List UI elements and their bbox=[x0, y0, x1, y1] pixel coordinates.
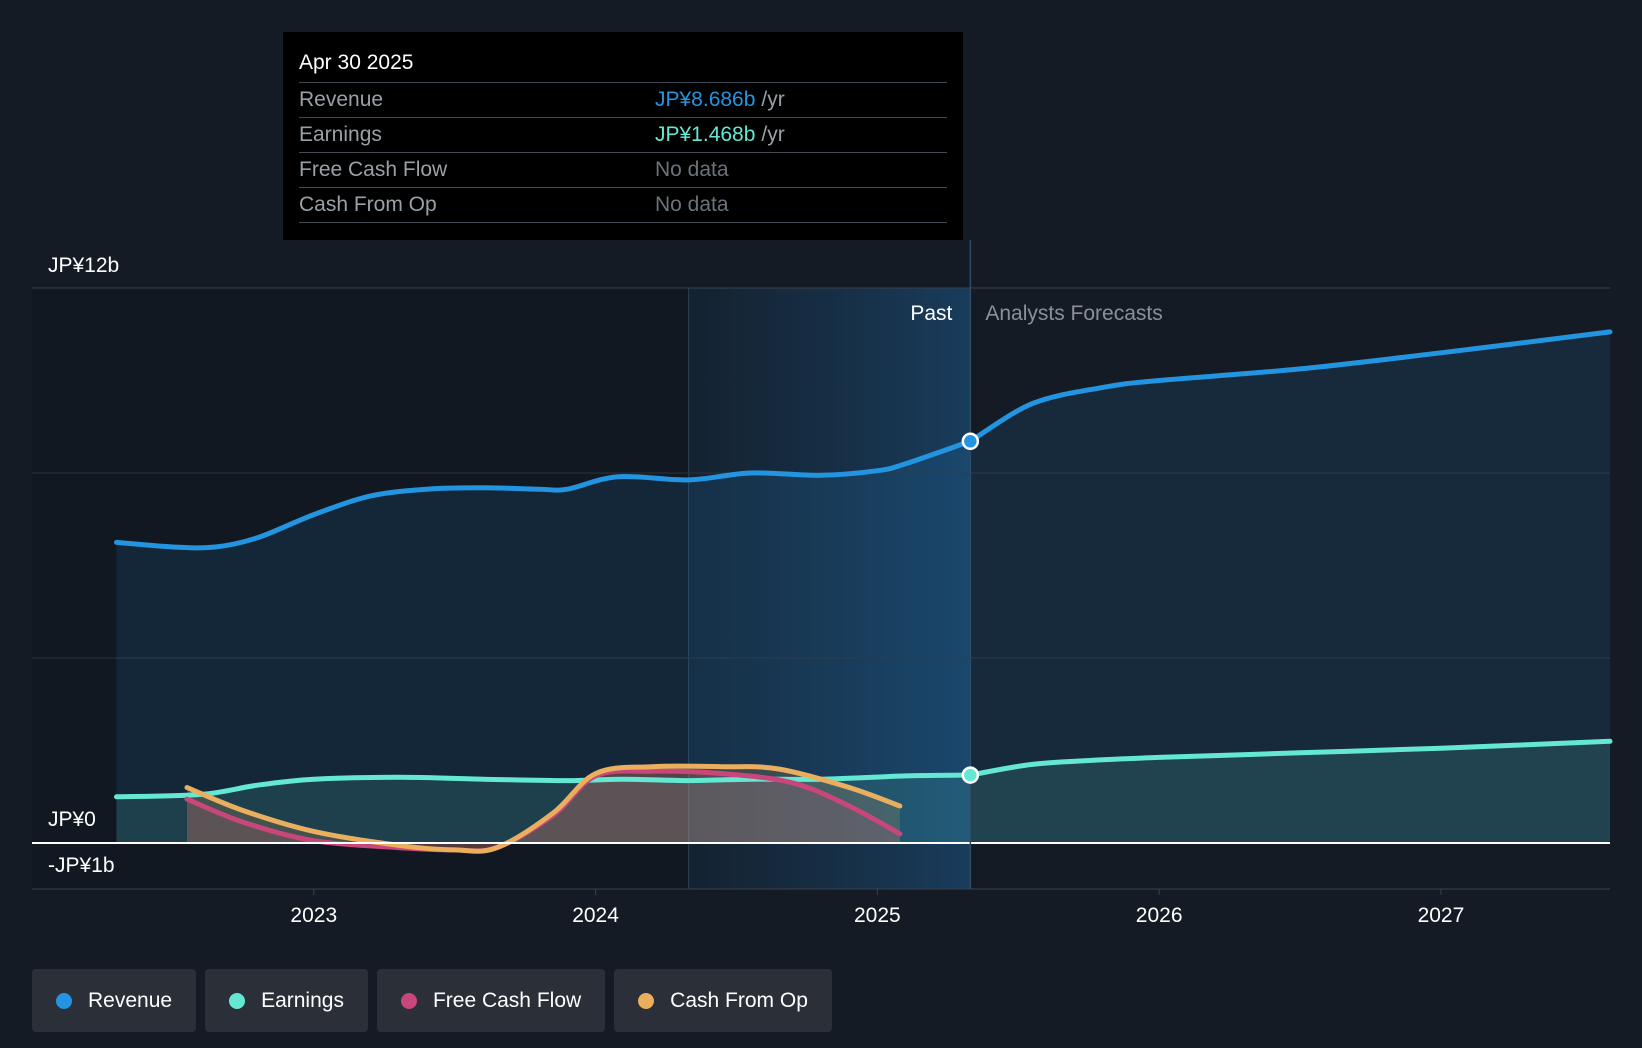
legend-label: Free Cash Flow bbox=[432, 988, 582, 1012]
revenue-forecast-line bbox=[967, 329, 1613, 444]
free-cash-flow-area bbox=[187, 770, 900, 851]
x-tick-label: 2027 bbox=[1418, 904, 1465, 927]
series-areas bbox=[116, 331, 1610, 852]
tooltip-date: Apr 30 2025 bbox=[299, 46, 947, 83]
tooltip-row-revenue: Revenue JP¥8.686b/yr bbox=[299, 83, 947, 118]
legend-label: Earnings bbox=[261, 988, 344, 1012]
cash-from-op-area bbox=[187, 766, 900, 852]
tooltip-highlight-band bbox=[688, 288, 971, 889]
earnings-forecast-line bbox=[967, 738, 1613, 778]
legend: Revenue Earnings Free Cash Flow Cash Fro… bbox=[32, 969, 841, 1032]
tooltip-row-cash-from-op: Cash From Op No data bbox=[299, 188, 947, 223]
revenue-area bbox=[116, 441, 971, 843]
tooltip-revenue-value: JP¥8.686b bbox=[655, 88, 756, 111]
legend-label: Cash From Op bbox=[670, 988, 808, 1012]
x-tick-label: 2024 bbox=[572, 904, 619, 927]
revenue-highlight-point bbox=[961, 432, 980, 451]
free-cash-flow-dot-icon bbox=[400, 992, 417, 1009]
revenue-dot-icon bbox=[56, 992, 72, 1009]
highlight-points bbox=[961, 432, 980, 784]
legend-item-cash-from-op[interactable]: Cash From Op bbox=[614, 969, 832, 1032]
y-axis-bottom-label: -JP¥1b bbox=[48, 854, 115, 877]
tooltip-row-name: Revenue bbox=[299, 88, 384, 111]
tooltip-row-name: Earnings bbox=[299, 123, 382, 146]
x-tick-label: 2023 bbox=[290, 904, 337, 927]
past-label: Past bbox=[910, 302, 952, 325]
tooltip-earnings-value: JP¥1.468b bbox=[655, 123, 756, 146]
tooltip: Apr 30 2025 Revenue JP¥8.686b/yr Earning… bbox=[283, 32, 963, 240]
earnings-area bbox=[116, 775, 971, 843]
tooltip-row-earnings: Earnings JP¥1.468b/yr bbox=[299, 118, 947, 153]
legend-item-revenue[interactable]: Revenue bbox=[32, 969, 197, 1032]
tooltip-row-name: Free Cash Flow bbox=[299, 158, 448, 181]
x-tick-label: 2026 bbox=[1136, 904, 1183, 927]
y-axis-zero-label: JP¥0 bbox=[48, 808, 96, 831]
cash-from-op-dot-icon bbox=[638, 992, 655, 1009]
tooltip-row-free-cash-flow: Free Cash Flow No data bbox=[299, 153, 947, 188]
tooltip-free-cash-flow-value: No data bbox=[655, 158, 729, 181]
legend-item-free-cash-flow[interactable]: Free Cash Flow bbox=[376, 969, 606, 1032]
tooltip-cash-from-op-value: No data bbox=[655, 193, 729, 216]
tooltip-unit: /yr bbox=[761, 123, 785, 146]
revenue-line bbox=[114, 438, 973, 551]
legend-item-earnings[interactable]: Earnings bbox=[205, 969, 368, 1032]
earnings-dot-icon bbox=[229, 992, 246, 1009]
cash-from-op-line bbox=[184, 763, 903, 854]
legend-label: Revenue bbox=[88, 988, 173, 1012]
earnings-area bbox=[970, 741, 1610, 843]
y-axis-top-label: JP¥12b bbox=[48, 254, 119, 277]
x-tick-label: 2025 bbox=[854, 904, 901, 927]
revenue-area bbox=[970, 331, 1610, 843]
tooltip-row-name: Cash From Op bbox=[299, 193, 437, 216]
analysts-forecasts-label: Analysts Forecasts bbox=[985, 302, 1162, 325]
tooltip-unit: /yr bbox=[761, 88, 785, 111]
series-lines bbox=[114, 329, 1613, 854]
x-axis-ticks: 2023 2024 2025 2026 2027 bbox=[290, 889, 1464, 927]
earnings-highlight-point bbox=[961, 766, 980, 784]
